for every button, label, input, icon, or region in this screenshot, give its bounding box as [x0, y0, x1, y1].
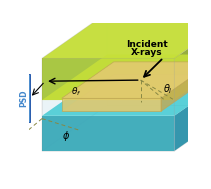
Polygon shape [62, 98, 161, 111]
Text: X-rays: X-rays [131, 48, 163, 57]
Polygon shape [161, 62, 211, 111]
Polygon shape [107, 13, 211, 105]
Polygon shape [62, 75, 211, 111]
Text: Incident: Incident [126, 40, 168, 49]
Polygon shape [62, 62, 211, 98]
Text: $\theta_f$: $\theta_f$ [71, 85, 82, 98]
Polygon shape [42, 105, 211, 151]
Text: PSD: PSD [19, 89, 28, 107]
Text: $\phi$: $\phi$ [62, 129, 70, 143]
Polygon shape [174, 13, 211, 151]
Text: $\theta_i$: $\theta_i$ [163, 82, 173, 95]
Polygon shape [42, 55, 211, 100]
Polygon shape [42, 116, 174, 151]
Polygon shape [42, 58, 174, 100]
Polygon shape [42, 13, 107, 151]
Polygon shape [42, 13, 211, 58]
Polygon shape [174, 13, 211, 100]
Polygon shape [174, 70, 211, 151]
Polygon shape [42, 58, 174, 151]
Polygon shape [42, 13, 211, 58]
Polygon shape [42, 70, 211, 116]
Polygon shape [26, 74, 30, 122]
